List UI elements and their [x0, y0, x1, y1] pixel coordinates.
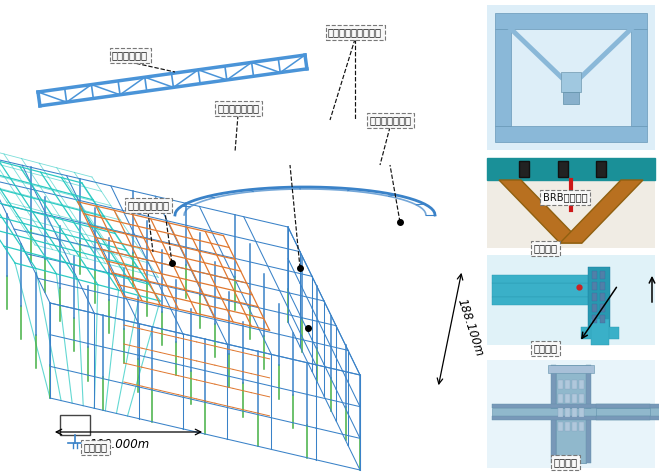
Bar	[487, 255, 655, 345]
Bar	[579, 394, 584, 403]
Bar	[519, 161, 529, 177]
Text: 梁柱节点: 梁柱节点	[553, 457, 577, 467]
Text: 游泳馆馆钢结构: 游泳馆馆钢结构	[369, 115, 411, 125]
Bar	[592, 282, 597, 290]
Bar	[600, 315, 605, 323]
Bar	[565, 380, 570, 389]
Bar	[558, 422, 563, 431]
Bar	[495, 13, 647, 29]
Bar	[596, 404, 650, 408]
Text: 屋面桁架结构: 屋面桁架结构	[112, 50, 148, 60]
Bar	[572, 394, 577, 403]
Bar	[548, 365, 594, 373]
Bar	[592, 304, 597, 312]
Bar	[586, 365, 591, 463]
Bar	[487, 158, 655, 248]
Bar	[631, 29, 647, 126]
Bar	[487, 5, 655, 150]
Bar	[60, 415, 90, 435]
Bar	[600, 282, 605, 290]
Bar	[581, 327, 619, 339]
Bar	[492, 297, 596, 305]
Text: 羽毛球馆钢结构: 羽毛球馆钢结构	[217, 103, 259, 113]
Text: BRB屈曲支撑: BRB屈曲支撑	[543, 192, 587, 202]
Bar	[487, 158, 655, 180]
Text: 108.000m: 108.000m	[90, 438, 150, 452]
Bar	[495, 126, 647, 142]
Bar	[558, 380, 563, 389]
Text: 梁梁节点: 梁梁节点	[533, 343, 557, 353]
Polygon shape	[499, 180, 582, 243]
Bar	[600, 304, 605, 312]
Bar	[561, 72, 581, 92]
Bar	[565, 422, 570, 431]
Text: 篮球训练馆馆钢结构: 篮球训练馆馆钢结构	[328, 27, 382, 37]
Bar	[492, 404, 659, 408]
Bar	[565, 394, 570, 403]
Bar	[551, 365, 556, 463]
Bar	[600, 271, 605, 279]
Bar	[487, 360, 655, 468]
Bar	[492, 283, 596, 297]
Text: 屋面看台钢结构: 屋面看台钢结构	[127, 200, 169, 210]
Text: 柱脚节点: 柱脚节点	[83, 442, 107, 452]
Bar	[588, 267, 610, 333]
Bar	[596, 161, 606, 177]
Bar	[596, 408, 650, 416]
Bar	[592, 315, 597, 323]
Bar	[492, 275, 596, 283]
Bar	[492, 416, 659, 420]
Bar	[572, 380, 577, 389]
Bar	[558, 394, 563, 403]
Bar	[596, 416, 650, 420]
Bar	[565, 408, 570, 417]
Bar	[591, 319, 609, 345]
Bar	[563, 92, 579, 104]
Bar	[558, 161, 567, 177]
Bar	[592, 293, 597, 301]
Bar	[579, 408, 584, 417]
Bar	[579, 422, 584, 431]
Text: 188.100m: 188.100m	[455, 298, 486, 358]
Bar	[558, 408, 563, 417]
Bar	[600, 293, 605, 301]
Bar	[572, 408, 577, 417]
Bar	[592, 271, 597, 279]
Bar	[572, 422, 577, 431]
Bar	[579, 380, 584, 389]
Bar	[492, 408, 659, 416]
Polygon shape	[560, 180, 643, 243]
Text: 桁架节点: 桁架节点	[533, 243, 557, 253]
Bar	[556, 365, 586, 463]
Bar	[495, 29, 511, 126]
